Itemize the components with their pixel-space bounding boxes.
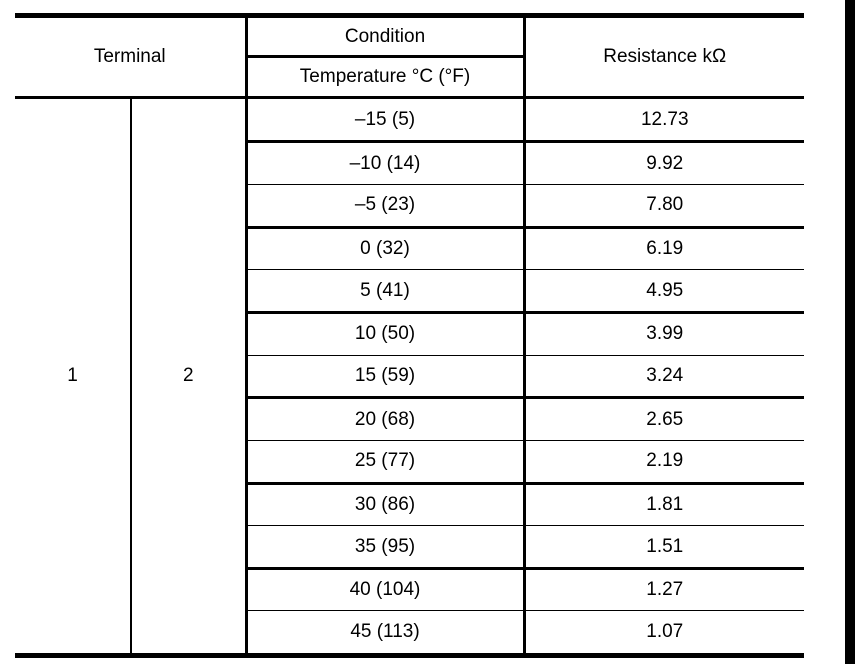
temperature-cell: –15 (5) — [246, 97, 526, 144]
table-row: –10 (14) 9.92 — [15, 141, 804, 186]
temperature-cell: 30 (86) — [246, 483, 526, 527]
temperature-cell: 35 (95) — [246, 525, 526, 570]
temperature-cell: 25 (77) — [246, 440, 526, 485]
temperature-cell: 0 (32) — [246, 227, 526, 271]
temperature-cell: 10 (50) — [246, 312, 526, 356]
condition-header: Condition — [246, 15, 526, 58]
resistance-spec-table: Terminal Condition Resistance kΩ Tempera… — [15, 13, 804, 658]
table-row: 20 (68) 2.65 — [15, 397, 804, 441]
resistance-cell: 6.19 — [524, 227, 804, 271]
temperature-cell: –10 (14) — [246, 141, 526, 186]
table-row: 10 (50) 3.99 — [15, 312, 804, 356]
table-row: 25 (77) 2.19 — [15, 440, 804, 485]
table-row: 5 (41) 4.95 — [15, 269, 804, 314]
terminal-1-cell: 1 — [15, 97, 132, 656]
header-row-2: Temperature °C (°F) — [15, 56, 804, 99]
resistance-cell: 1.07 — [524, 610, 804, 657]
header-row-1: Terminal Condition Resistance kΩ — [15, 15, 804, 99]
table-row: 30 (86) 1.81 — [15, 483, 804, 527]
temperature-cell: 20 (68) — [246, 397, 526, 441]
resistance-cell: 3.99 — [524, 312, 804, 356]
temperature-header: Temperature °C (°F) — [246, 56, 526, 99]
resistance-cell: 9.92 — [524, 141, 804, 186]
temperature-cell: 15 (59) — [246, 355, 526, 400]
table-row: 0 (32) 6.19 — [15, 227, 804, 271]
page-edge-bar — [845, 0, 855, 664]
table-row: 45 (113) 1.07 — [15, 610, 804, 657]
resistance-cell: 1.81 — [524, 483, 804, 527]
temperature-cell: 5 (41) — [246, 269, 526, 314]
terminal-header: Terminal — [15, 15, 248, 99]
resistance-cell: 2.19 — [524, 440, 804, 485]
table-row: 15 (59) 3.24 — [15, 355, 804, 400]
table-row: –5 (23) 7.80 — [15, 184, 804, 229]
resistance-cell: 12.73 — [524, 97, 804, 144]
temperature-cell: 40 (104) — [246, 568, 526, 612]
resistance-cell: 2.65 — [524, 397, 804, 441]
table-row: 1 2 –15 (5) 12.73 — [15, 97, 804, 656]
temperature-cell: –5 (23) — [246, 184, 526, 229]
temperature-cell: 45 (113) — [246, 610, 526, 657]
resistance-cell: 1.27 — [524, 568, 804, 612]
terminal-2-cell: 2 — [131, 97, 248, 656]
resistance-cell: 7.80 — [524, 184, 804, 229]
table-row: 35 (95) 1.51 — [15, 525, 804, 570]
resistance-header: Resistance kΩ — [524, 15, 804, 99]
resistance-cell: 1.51 — [524, 525, 804, 570]
resistance-cell: 4.95 — [524, 269, 804, 314]
resistance-cell: 3.24 — [524, 355, 804, 400]
table-row: 40 (104) 1.27 — [15, 568, 804, 612]
